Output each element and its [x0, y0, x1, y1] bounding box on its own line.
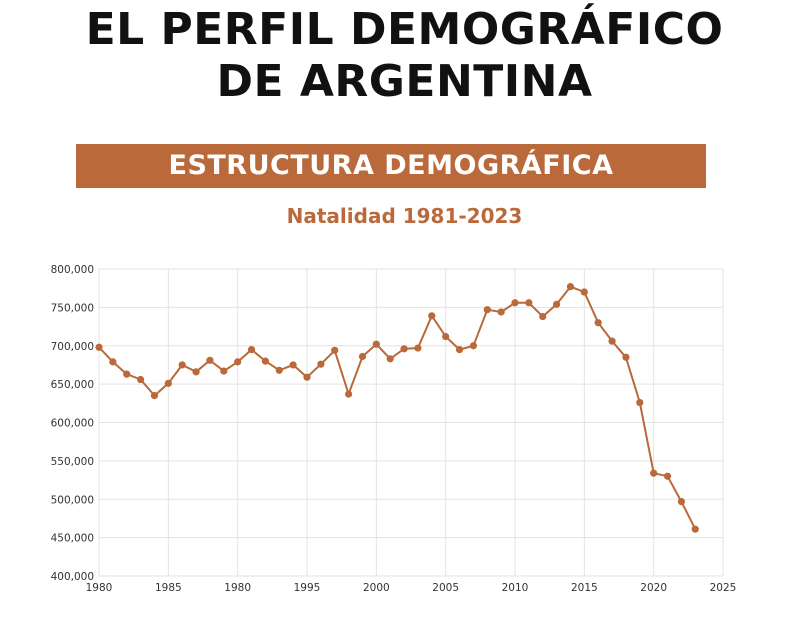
data-point [247, 345, 256, 354]
x-tick-label: 1980 [86, 582, 113, 594]
series-line [98, 285, 697, 530]
data-point [261, 357, 269, 365]
y-tick-label: 800,000 [51, 264, 94, 276]
data-point [164, 379, 172, 387]
data-point [317, 360, 325, 368]
title-line-2: DE ARGENTINA [216, 56, 593, 107]
data-point [442, 332, 450, 341]
x-tick-label: 2005 [432, 582, 459, 594]
data-point [234, 358, 242, 366]
title-line-1: EL PERFIL DEMOGRÁFICO [85, 4, 724, 55]
data-point [622, 353, 630, 361]
data-point [483, 306, 491, 314]
data-point [331, 346, 339, 354]
data-point [95, 343, 103, 351]
data-point [677, 497, 686, 506]
data-point [497, 308, 505, 316]
data-point [358, 352, 367, 361]
x-tick-label: 1985 [155, 582, 182, 594]
data-point [566, 283, 575, 291]
data-point [150, 392, 159, 400]
data-point [650, 469, 658, 477]
page-title: EL PERFIL DEMOGRÁFICO DE ARGENTINA [0, 4, 809, 108]
y-tick-label: 400,000 [51, 571, 94, 583]
data-point [580, 288, 588, 296]
data-point [553, 300, 561, 308]
data-point [511, 299, 519, 307]
data-point [109, 358, 117, 366]
data-point [539, 312, 547, 321]
data-point [400, 345, 408, 353]
y-tick-label: 500,000 [51, 494, 94, 506]
data-point [663, 472, 672, 480]
data-point [414, 344, 422, 352]
data-point [386, 355, 394, 363]
y-tick-label: 550,000 [51, 456, 94, 468]
data-point [455, 345, 464, 354]
data-point [691, 525, 699, 533]
section-banner: ESTRUCTURA DEMOGRÁFICA [76, 144, 706, 188]
y-tick-label: 750,000 [51, 302, 94, 314]
y-tick-label: 450,000 [51, 533, 94, 545]
data-point [636, 398, 644, 407]
data-point [428, 312, 436, 320]
y-tick-label: 650,000 [51, 379, 94, 391]
x-tick-label: 2020 [640, 582, 667, 594]
data-point [289, 361, 297, 369]
data-point [220, 367, 228, 375]
y-tick-label: 600,000 [51, 418, 94, 430]
data-point [123, 370, 131, 378]
data-point [192, 368, 200, 376]
data-point [206, 356, 214, 364]
data-point [303, 373, 311, 381]
data-point [594, 319, 602, 327]
data-point [469, 342, 477, 350]
x-tick-label: 2000 [363, 582, 390, 594]
y-tick-label: 700,000 [51, 341, 94, 353]
data-point [372, 340, 380, 348]
x-tick-label: 2010 [502, 582, 529, 594]
data-point [275, 366, 283, 374]
births-line-chart: 400,000 450,000 500,000 550,000 600,000 650,0… [51, 264, 737, 594]
data-point [345, 390, 353, 398]
data-point [137, 375, 145, 384]
x-tick-label: 1980 [224, 582, 251, 594]
data-point [178, 361, 186, 369]
data-point [608, 337, 616, 345]
x-tick-label: 1995 [294, 582, 321, 594]
chart-subtitle: Natalidad 1981-2023 [286, 204, 523, 228]
x-tick-label: 2015 [571, 582, 598, 594]
data-point [525, 299, 533, 307]
x-tick-label: 2025 [710, 582, 737, 594]
